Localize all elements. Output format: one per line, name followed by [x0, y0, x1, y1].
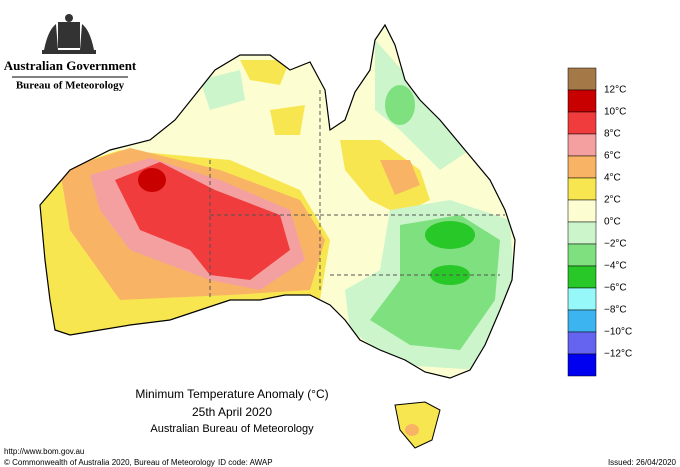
legend-swatch — [567, 177, 597, 201]
footer-issued: Issued: 26/04/2020 — [608, 458, 677, 467]
agency-name: Bureau of Meteorology — [16, 80, 125, 92]
legend-label: −6°C — [604, 283, 627, 294]
legend-swatch — [567, 221, 597, 245]
legend-swatch — [567, 331, 597, 355]
footer-copyright: © Commonwealth of Australia 2020, Bureau… — [4, 458, 215, 467]
legend-swatch — [567, 67, 597, 91]
australia-map — [40, 25, 515, 378]
footer-url: http://www.bom.gov.au — [4, 447, 84, 456]
legend-swatch — [567, 353, 597, 377]
legend-swatch — [567, 265, 597, 289]
legend-label: 8°C — [604, 129, 621, 140]
legend-label: −2°C — [604, 239, 627, 250]
legend-label: 6°C — [604, 151, 621, 162]
legend-label: −8°C — [604, 305, 627, 316]
legend-swatch — [567, 287, 597, 311]
legend-label: 2°C — [604, 195, 621, 206]
coat-of-arms — [42, 14, 96, 54]
coastline — [39, 23, 516, 379]
legend-swatch — [567, 111, 597, 135]
map-title: Minimum Temperature Anomaly (°C) — [135, 387, 328, 401]
legend-label: 4°C — [604, 173, 621, 184]
legend-swatch — [567, 133, 597, 157]
legend-label: 0°C — [604, 217, 621, 228]
legend-label: 12°C — [604, 85, 626, 96]
legend: 12°C 10°C 8°C 6°C 4°C 2°C 0°C −2°C −4°C −6°C −8°C −… — [567, 67, 632, 377]
tasmania-anomaly — [405, 424, 419, 436]
tasmania — [394, 401, 441, 449]
legend-label: −10°C — [604, 327, 632, 338]
legend-swatch — [567, 309, 597, 333]
map-date: 25th April 2020 — [192, 405, 272, 419]
government-name: Australian Government — [4, 58, 137, 73]
legend-label: −12°C — [604, 349, 632, 360]
footer-id-code: ID code: AWAP — [218, 458, 273, 467]
map-source: Australian Bureau of Meteorology — [150, 423, 314, 435]
legend-label: 10°C — [604, 107, 626, 118]
legend-swatch — [567, 89, 597, 113]
legend-swatch — [567, 199, 597, 223]
legend-swatch — [567, 243, 597, 267]
legend-label: −4°C — [604, 261, 627, 272]
legend-swatch — [567, 155, 597, 179]
